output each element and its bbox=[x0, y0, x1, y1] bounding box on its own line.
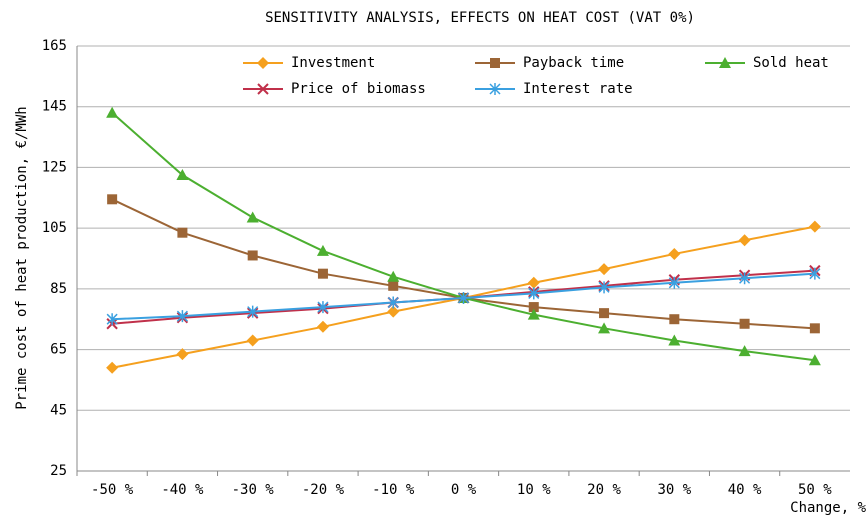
marker bbox=[317, 301, 329, 314]
y-tick-label: 165 bbox=[42, 38, 67, 54]
marker bbox=[387, 270, 400, 282]
legend-label: Sold heat bbox=[753, 55, 829, 71]
marker bbox=[739, 318, 750, 329]
marker bbox=[738, 234, 751, 247]
marker bbox=[528, 287, 540, 300]
marker bbox=[316, 244, 329, 256]
chart-title: SENSITIVITY ANALYSIS, EFFECTS ON HEAT CO… bbox=[265, 10, 695, 26]
marker bbox=[387, 296, 399, 309]
marker bbox=[668, 247, 681, 260]
y-tick-label: 105 bbox=[42, 220, 67, 236]
x-tick-label: 30 % bbox=[657, 482, 691, 498]
y-tick-label: 85 bbox=[50, 281, 67, 297]
marker bbox=[719, 57, 731, 68]
marker bbox=[317, 268, 328, 279]
y-axis-label: Prime cost of heat production, €/MWh bbox=[14, 106, 30, 409]
y-tick-label: 145 bbox=[42, 99, 67, 115]
marker bbox=[106, 106, 119, 118]
x-tick-label: 50 % bbox=[798, 482, 832, 498]
y-tick-label: 25 bbox=[50, 463, 67, 479]
marker bbox=[257, 83, 269, 95]
marker bbox=[457, 291, 470, 304]
x-tick-label: -30 % bbox=[232, 482, 275, 498]
marker bbox=[808, 220, 821, 233]
marker bbox=[527, 308, 540, 320]
marker bbox=[739, 272, 751, 285]
marker bbox=[388, 280, 399, 291]
legend-label: Payback time bbox=[523, 55, 624, 71]
x-axis-label: Change, % bbox=[790, 500, 866, 516]
marker bbox=[598, 263, 611, 276]
marker bbox=[528, 302, 539, 313]
marker bbox=[668, 276, 680, 289]
marker bbox=[246, 334, 259, 347]
marker bbox=[669, 314, 680, 325]
marker bbox=[738, 345, 751, 357]
marker bbox=[387, 305, 400, 318]
x-tick-label: 0 % bbox=[451, 482, 477, 498]
marker bbox=[247, 305, 259, 318]
marker bbox=[809, 267, 821, 280]
x-tick-label: 20 % bbox=[587, 482, 621, 498]
marker bbox=[599, 308, 610, 319]
series-line bbox=[111, 112, 815, 362]
legend-label: Interest rate bbox=[523, 81, 633, 97]
marker bbox=[316, 320, 329, 333]
x-tick-label: 40 % bbox=[728, 482, 762, 498]
x-tick-label: -40 % bbox=[161, 482, 204, 498]
legend-label: Price of biomass bbox=[291, 81, 426, 97]
marker bbox=[257, 57, 269, 69]
marker bbox=[598, 281, 610, 294]
marker bbox=[527, 276, 540, 289]
marker bbox=[490, 58, 500, 68]
marker bbox=[107, 194, 118, 205]
x-tick-label: -20 % bbox=[302, 482, 345, 498]
marker bbox=[598, 322, 611, 334]
marker bbox=[247, 250, 258, 261]
marker bbox=[489, 83, 501, 95]
legend-label: Investment bbox=[291, 55, 375, 71]
marker bbox=[106, 313, 118, 326]
y-tick-label: 125 bbox=[42, 159, 67, 175]
marker bbox=[809, 323, 820, 334]
x-tick-label: -50 % bbox=[91, 482, 134, 498]
marker bbox=[176, 348, 189, 361]
marker bbox=[106, 361, 119, 374]
marker bbox=[668, 334, 681, 346]
marker bbox=[808, 354, 821, 366]
marker bbox=[246, 211, 259, 223]
marker bbox=[176, 169, 189, 181]
y-tick-label: 65 bbox=[50, 342, 67, 358]
marker bbox=[177, 227, 188, 238]
marker bbox=[176, 310, 188, 323]
y-tick-label: 45 bbox=[50, 402, 67, 418]
series-line bbox=[111, 198, 815, 330]
x-tick-label: -10 % bbox=[372, 482, 415, 498]
x-tick-label: 10 % bbox=[517, 482, 551, 498]
